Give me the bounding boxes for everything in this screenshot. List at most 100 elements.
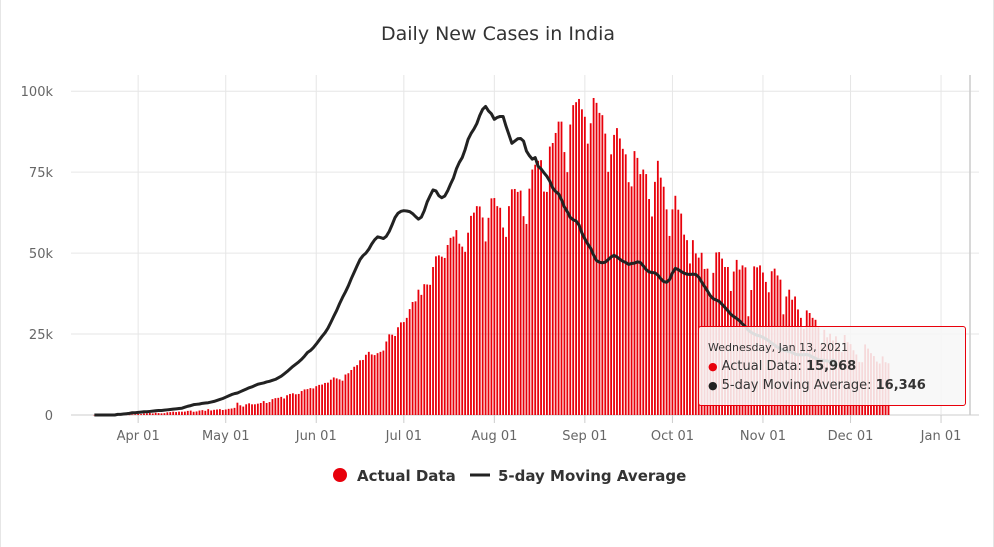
bar-day-81[interactable] (329, 379, 332, 415)
bar-day-53[interactable] (248, 403, 250, 415)
bar-day-51[interactable] (242, 406, 245, 415)
bar-day-124[interactable] (455, 230, 458, 415)
bar-day-54[interactable] (251, 404, 253, 415)
bar-day-176[interactable] (607, 171, 610, 415)
bar-day-150[interactable] (531, 169, 534, 415)
bar-day-109[interactable] (411, 301, 414, 415)
bar-day-21[interactable] (154, 412, 157, 415)
bar-day-154[interactable] (543, 191, 545, 415)
bar-day-146[interactable] (519, 190, 522, 415)
bar-day-128[interactable] (467, 232, 469, 415)
bar-day-28[interactable] (175, 412, 178, 415)
bar-day-118[interactable] (437, 255, 440, 415)
bar-day-140[interactable] (502, 227, 505, 415)
bar-day-64[interactable] (280, 396, 283, 415)
bar-day-70[interactable] (297, 393, 300, 415)
bar-day-164[interactable] (572, 105, 575, 416)
bar-day-12[interactable] (128, 414, 131, 416)
bar-day-18[interactable] (146, 413, 148, 415)
bar-day-29[interactable] (178, 411, 180, 415)
bar-day-68[interactable] (291, 393, 294, 415)
bar-day-59[interactable] (265, 403, 268, 415)
bar-day-119[interactable] (440, 256, 443, 415)
bar-day-155[interactable] (545, 191, 548, 415)
bar-day-58[interactable] (262, 401, 265, 415)
bar-day-177[interactable] (610, 154, 613, 415)
bar-day-180[interactable] (618, 138, 621, 415)
bar-day-115[interactable] (429, 284, 432, 415)
bar-day-201[interactable] (680, 213, 683, 415)
bar-day-92[interactable] (362, 359, 364, 415)
bar-day-23[interactable] (160, 413, 163, 415)
bar-day-131[interactable] (475, 206, 478, 415)
bar-day-74[interactable] (309, 388, 312, 415)
bar-day-163[interactable] (569, 124, 572, 415)
bar-day-14[interactable] (134, 414, 137, 415)
bar-day-202[interactable] (683, 234, 686, 415)
bar-day-156[interactable] (548, 146, 551, 415)
bar-day-132[interactable] (478, 206, 481, 415)
bar-day-117[interactable] (435, 256, 437, 415)
bar-day-40[interactable] (210, 410, 213, 415)
bar-day-56[interactable] (256, 403, 259, 415)
bar-day-184[interactable] (630, 186, 633, 415)
bar-day-198[interactable] (671, 209, 674, 415)
bar-day-52[interactable] (245, 404, 248, 415)
bar-day-178[interactable] (613, 134, 615, 415)
bar-day-15[interactable] (137, 413, 140, 415)
bar-day-62[interactable] (274, 398, 277, 415)
bar-day-39[interactable] (207, 409, 210, 415)
bar-day-102[interactable] (391, 334, 394, 415)
bar-day-127[interactable] (464, 251, 467, 415)
bar-day-188[interactable] (642, 169, 645, 415)
bar-day-71[interactable] (300, 391, 303, 415)
bar-day-170[interactable] (589, 123, 592, 415)
bar-day-129[interactable] (470, 215, 472, 415)
bar-day-148[interactable] (525, 223, 528, 415)
bar-day-193[interactable] (656, 160, 659, 415)
bar-day-36[interactable] (198, 410, 201, 415)
bar-day-91[interactable] (359, 360, 361, 415)
bar-day-174[interactable] (601, 115, 604, 416)
bar-day-50[interactable] (239, 405, 242, 415)
bar-day-31[interactable] (183, 411, 186, 415)
bar-day-61[interactable] (271, 399, 274, 415)
bar-day-89[interactable] (353, 366, 356, 415)
bar-day-26[interactable] (169, 412, 172, 415)
bar-day-191[interactable] (651, 216, 653, 416)
bar-day-144[interactable] (513, 188, 516, 415)
bar-day-168[interactable] (583, 116, 586, 416)
bar-day-151[interactable] (534, 164, 537, 415)
bar-day-196[interactable] (665, 209, 668, 415)
bar-day-48[interactable] (233, 407, 236, 415)
bar-day-103[interactable] (394, 335, 396, 415)
bar-day-24[interactable] (163, 413, 166, 415)
bar-day-204[interactable] (689, 263, 691, 415)
bar-day-87[interactable] (347, 373, 350, 415)
bar-day-86[interactable] (344, 374, 347, 415)
bar-day-0[interactable] (93, 414, 96, 416)
bar-day-205[interactable] (691, 240, 694, 415)
bar-day-149[interactable] (528, 188, 531, 415)
bar-day-135[interactable] (487, 217, 490, 415)
bar-day-147[interactable] (522, 216, 525, 415)
legend[interactable]: Actual Data 5-day Moving Average (333, 467, 686, 485)
bar-day-79[interactable] (324, 382, 326, 415)
bar-day-73[interactable] (306, 389, 309, 415)
bar-day-106[interactable] (402, 322, 405, 415)
bar-day-121[interactable] (446, 245, 449, 415)
bar-day-22[interactable] (157, 413, 160, 415)
bar-day-133[interactable] (481, 217, 484, 415)
moving-average-polyline[interactable] (94, 104, 834, 417)
bar-day-20[interactable] (151, 413, 154, 415)
bar-day-104[interactable] (397, 327, 399, 415)
bar-day-173[interactable] (598, 112, 601, 415)
bar-day-137[interactable] (493, 198, 496, 415)
bar-day-134[interactable] (484, 241, 487, 415)
bar-day-126[interactable] (461, 246, 464, 415)
bar-day-69[interactable] (294, 394, 297, 415)
bar-day-72[interactable] (303, 389, 306, 415)
bar-day-107[interactable] (405, 317, 408, 415)
bar-day-101[interactable] (388, 334, 391, 415)
bar-day-41[interactable] (213, 409, 215, 415)
